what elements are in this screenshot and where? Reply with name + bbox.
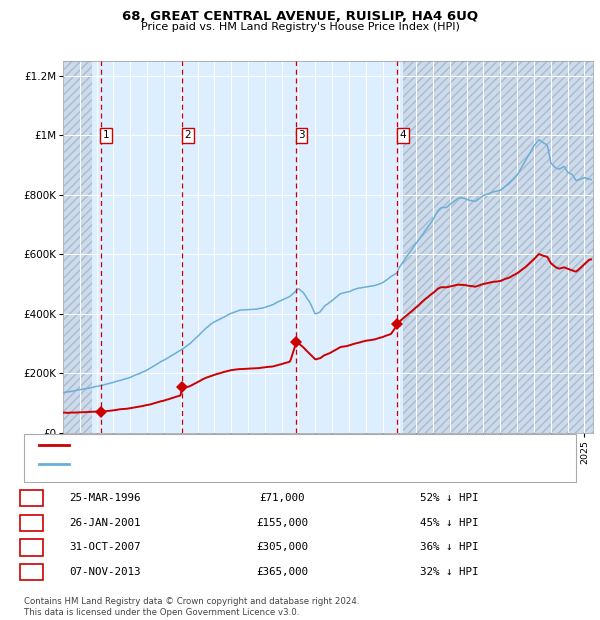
Text: 07-NOV-2013: 07-NOV-2013 <box>69 567 141 577</box>
Text: 2: 2 <box>185 130 191 140</box>
Text: 45% ↓ HPI: 45% ↓ HPI <box>420 518 479 528</box>
Text: Price paid vs. HM Land Registry's House Price Index (HPI): Price paid vs. HM Land Registry's House … <box>140 22 460 32</box>
Text: 36% ↓ HPI: 36% ↓ HPI <box>420 542 479 552</box>
Text: Contains HM Land Registry data © Crown copyright and database right 2024.: Contains HM Land Registry data © Crown c… <box>24 597 359 606</box>
Text: 3: 3 <box>29 542 37 552</box>
Text: 3: 3 <box>298 130 305 140</box>
Text: 26-JAN-2001: 26-JAN-2001 <box>69 518 141 528</box>
Text: 1: 1 <box>103 130 110 140</box>
Text: HPI: Average price, detached house, Hillingdon: HPI: Average price, detached house, Hill… <box>76 459 311 469</box>
Text: £71,000: £71,000 <box>259 493 305 503</box>
Text: 68, GREAT CENTRAL AVENUE, RUISLIP, HA4 6UQ: 68, GREAT CENTRAL AVENUE, RUISLIP, HA4 6… <box>122 10 478 23</box>
Text: 4: 4 <box>29 567 37 577</box>
Text: 31-OCT-2007: 31-OCT-2007 <box>69 542 141 552</box>
Text: £305,000: £305,000 <box>256 542 308 552</box>
Text: 25-MAR-1996: 25-MAR-1996 <box>69 493 141 503</box>
Text: £155,000: £155,000 <box>256 518 308 528</box>
Text: 2: 2 <box>29 518 37 528</box>
Text: 68, GREAT CENTRAL AVENUE, RUISLIP, HA4 6UQ (detached house): 68, GREAT CENTRAL AVENUE, RUISLIP, HA4 6… <box>76 440 407 450</box>
Text: This data is licensed under the Open Government Licence v3.0.: This data is licensed under the Open Gov… <box>24 608 299 617</box>
Text: £365,000: £365,000 <box>256 567 308 577</box>
Text: 4: 4 <box>400 130 406 140</box>
Bar <box>403 61 593 433</box>
Text: 32% ↓ HPI: 32% ↓ HPI <box>420 567 479 577</box>
Bar <box>63 61 92 433</box>
Text: 1: 1 <box>29 493 37 503</box>
Text: 52% ↓ HPI: 52% ↓ HPI <box>420 493 479 503</box>
